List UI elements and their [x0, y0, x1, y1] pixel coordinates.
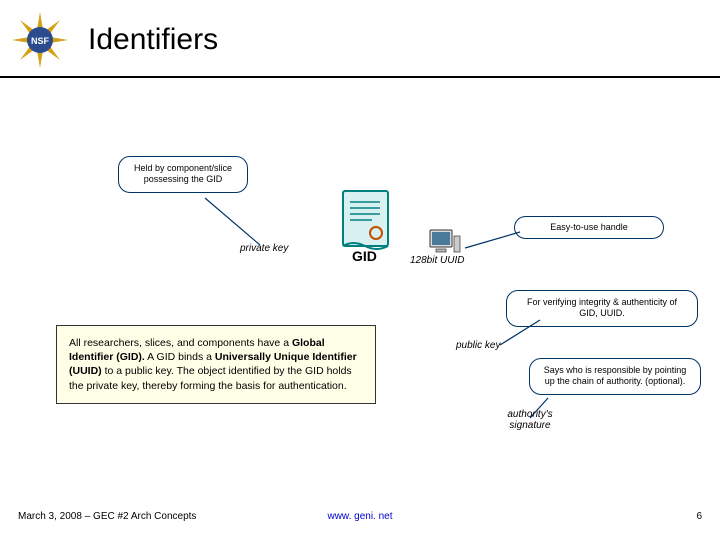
callout-responsible: Says who is responsible by pointing up t…: [529, 358, 701, 395]
footer-page-number: 6: [696, 511, 702, 522]
label-private-key: private key: [240, 243, 288, 254]
nsf-logo: NSF: [10, 10, 70, 70]
callout-easy-handle: Easy-to-use handle: [514, 216, 664, 239]
label-uuid: 128bit UUID: [410, 255, 464, 266]
certificate-icon: [338, 188, 393, 253]
label-public-key: public key: [456, 340, 500, 351]
mainbox-p2: A GID binds a: [145, 351, 215, 363]
label-auth-sig: authority's signature: [500, 409, 560, 431]
connector-lines: [0, 0, 720, 540]
slide-header: NSF Identifiers: [0, 0, 720, 78]
mainbox-p3: to a public key. The object identified b…: [69, 365, 352, 391]
svg-text:NSF: NSF: [31, 36, 50, 46]
callout-held-by: Held by component/slice possessing the G…: [118, 156, 248, 193]
description-box: All researchers, slices, and components …: [56, 325, 376, 404]
mainbox-p1: All researchers, slices, and components …: [69, 337, 292, 349]
footer-url: www. geni. net: [327, 511, 392, 522]
page-title: Identifiers: [88, 23, 218, 57]
label-gid: GID: [352, 248, 377, 264]
callout-verify: For verifying integrity & authenticity o…: [506, 290, 698, 327]
footer-date: March 3, 2008 – GEC #2 Arch Concepts: [18, 511, 196, 522]
computer-icon: [428, 228, 462, 258]
